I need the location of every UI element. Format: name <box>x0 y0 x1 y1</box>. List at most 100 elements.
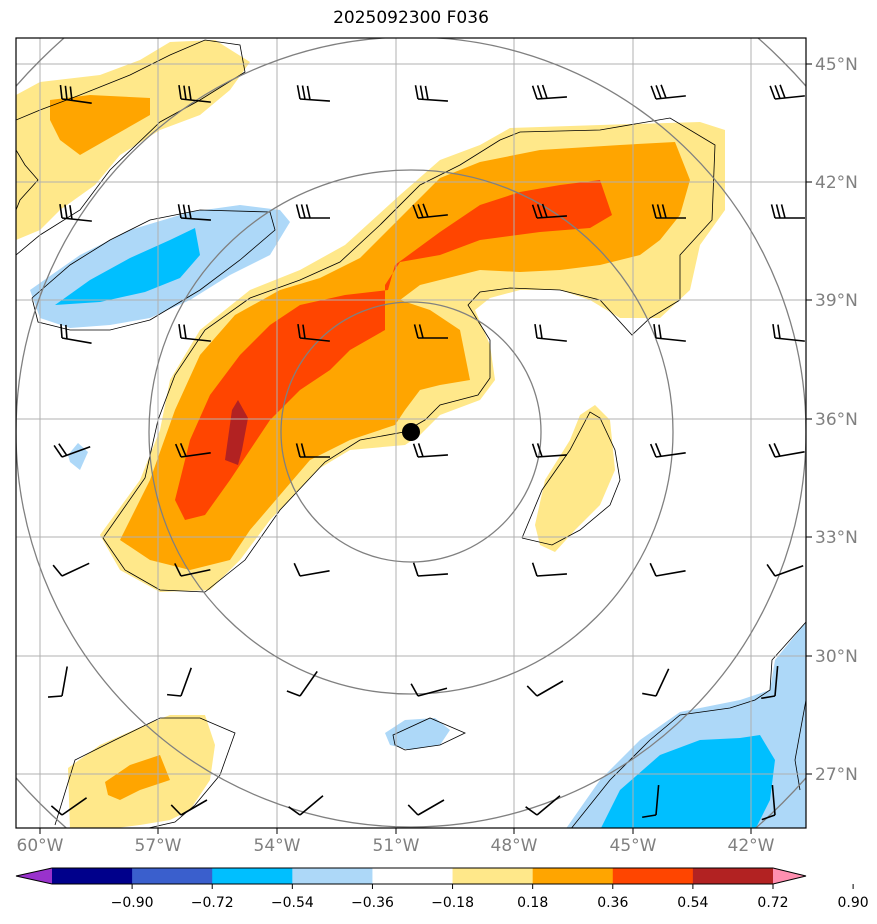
contour-nw <box>16 39 246 256</box>
fill-pos3-main <box>175 180 612 520</box>
colorbar-tick-label: −0.90 <box>111 895 154 911</box>
fill-neg1-small <box>385 718 450 750</box>
range-ring-3 <box>16 38 806 828</box>
lon-label: 45°W <box>610 836 657 856</box>
fill-pos1-east <box>535 405 615 552</box>
lon-label: 48°W <box>491 836 538 856</box>
colorbar-tick-label: 0.18 <box>517 895 548 911</box>
range-ring-1 <box>280 301 542 563</box>
fill-pos2-sw <box>105 755 170 800</box>
contour-small <box>392 717 466 751</box>
wind-barb <box>174 443 211 458</box>
storm-center-marker <box>402 423 420 441</box>
wind-barb <box>297 324 330 342</box>
wind-barb <box>50 797 88 816</box>
wind-barb <box>53 443 91 458</box>
wind-barb <box>531 443 567 458</box>
wind-barb <box>761 666 779 700</box>
fill-neg2-west <box>55 228 200 305</box>
lon-label: 57°W <box>135 836 182 856</box>
colorbar-segment <box>212 868 293 884</box>
colorbar-tick-label: 0.36 <box>597 895 628 911</box>
lat-label: 42°N <box>815 173 858 193</box>
colorbar-segment <box>532 868 614 884</box>
contour-se <box>571 621 806 828</box>
wind-barb <box>414 85 448 102</box>
lon-label: 60°W <box>17 836 64 856</box>
wind-barb <box>649 562 686 577</box>
wind-barb <box>412 562 448 577</box>
colorbar-extend-low <box>16 868 52 884</box>
wind-barb <box>412 443 448 458</box>
wind-barb <box>642 785 660 819</box>
wind-barb <box>288 795 324 816</box>
wind-barb <box>642 668 670 697</box>
wind-barb <box>526 680 564 697</box>
wind-barbs <box>47 84 805 821</box>
wind-barb <box>407 799 445 816</box>
colorbar-segment <box>452 868 534 884</box>
contour-w-edge <box>16 149 39 211</box>
wind-barb <box>59 84 92 104</box>
wind-barb <box>166 667 193 697</box>
wind-barb <box>769 84 805 100</box>
colorbar-tick-label: 0.72 <box>757 895 788 911</box>
colorbar-segment <box>612 868 694 884</box>
fill-pos1-nw <box>16 40 250 240</box>
colorbar-tick-label: −0.18 <box>431 895 474 911</box>
colorbar-tick-label: 0.90 <box>838 895 869 911</box>
fill-pos2-nw <box>50 95 150 155</box>
wind-barb <box>650 84 686 100</box>
wind-barb <box>47 666 68 698</box>
axis-ticks <box>39 63 812 834</box>
fill-neg2-se <box>601 735 775 828</box>
lon-label: 51°W <box>373 836 420 856</box>
wind-barb <box>177 204 211 221</box>
colorbar-tick-label: −0.54 <box>271 895 314 911</box>
colorbar-tick-label: −0.72 <box>191 895 234 911</box>
wind-barb <box>170 799 208 816</box>
wind-barb <box>761 785 776 821</box>
colorbar-segment <box>52 868 133 884</box>
lat-label: 30°N <box>815 647 858 667</box>
wind-barb <box>60 323 92 344</box>
colorbar-segment <box>372 868 454 884</box>
colorbar-extend-high <box>773 868 806 884</box>
wind-barb <box>293 562 330 577</box>
lat-label: 36°N <box>815 410 858 430</box>
wind-barb <box>651 204 686 219</box>
wind-barb <box>768 443 805 458</box>
wind-barb <box>531 562 567 577</box>
wind-barb <box>59 204 92 222</box>
range-ring-2 <box>148 169 674 695</box>
map-title: 2025092300 F036 <box>333 8 489 28</box>
wind-barb <box>412 203 448 219</box>
colorbar-segment <box>692 868 774 884</box>
field-layer <box>16 40 806 828</box>
wind-barb <box>178 324 211 342</box>
colorbar-segment <box>292 868 373 884</box>
wind-barb <box>410 683 448 697</box>
lon-label: 54°W <box>254 836 301 856</box>
wind-barb <box>770 204 805 219</box>
wind-barb <box>531 84 567 100</box>
lon-label: 42°W <box>728 836 775 856</box>
colorbar-tick-label: 0.54 <box>677 895 708 911</box>
fill-neg1-dot <box>68 443 88 470</box>
lat-label: 33°N <box>815 528 858 548</box>
colorbar-segment <box>132 868 213 884</box>
wind-barb <box>295 443 330 458</box>
wind-barb <box>413 324 448 339</box>
wind-barb <box>531 203 567 219</box>
plot-frame <box>15 37 807 829</box>
fill-pos2-main <box>120 142 690 570</box>
contour-west-neg <box>31 209 276 331</box>
wind-barb <box>772 324 805 342</box>
contour-main <box>102 117 716 593</box>
wind-barb <box>286 670 318 697</box>
lon-labels: 60°W 57°W 54°W 51°W 48°W 45°W 42°W <box>17 836 775 856</box>
contour-lines <box>16 39 806 828</box>
wind-barb <box>525 795 561 816</box>
lat-label: 39°N <box>815 291 858 311</box>
